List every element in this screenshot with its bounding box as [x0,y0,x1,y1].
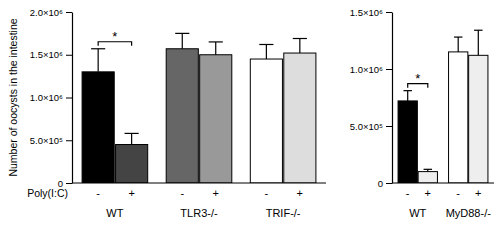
error-bar [454,37,462,52]
y-tick: 5.0×10⁵ [30,135,72,146]
error-bar-stem [478,30,479,55]
bar [398,101,417,183]
error-bar-stem [458,37,459,52]
error-bar-stem [182,33,183,48]
x-tick-label: - [265,187,269,199]
y-tick-mark [386,183,392,184]
y-tick-mark [386,12,392,13]
error-bar-stem [299,39,300,54]
y-tick-mark [66,55,72,56]
error-bar-cap [125,133,139,134]
bar [284,53,316,183]
x-tick-label: + [475,187,481,199]
bar [82,72,114,183]
y-tick-label: 1.0×10⁶ [350,64,383,75]
group-label: TLR3-/- [180,207,218,219]
error-bar-cap [259,44,273,45]
bar [449,52,468,183]
x-axis-line [392,182,494,183]
plot-area [82,33,316,183]
bar [250,59,282,183]
error-bar [91,49,105,72]
plot-area [398,30,488,183]
error-bar [293,39,307,54]
y-tick-label: 1.5×10⁶ [30,49,63,60]
error-bar [259,44,273,59]
y-tick-mark [386,126,392,127]
x-tick-label: - [406,187,410,199]
y-tick-mark [66,183,72,184]
error-bar-cap [293,38,307,39]
error-bar [424,169,432,171]
error-bar [474,30,482,55]
significance-label: * [112,29,117,44]
x-axis-line [72,182,326,183]
significance-label: * [415,71,420,86]
y-tick: 1.0×10⁶ [350,64,392,75]
group-label: TRIF-/- [266,207,301,219]
x-row-label: Poly(I:C) [27,187,68,199]
error-bar-stem [215,42,216,55]
error-bar-cap [209,41,223,42]
y-tick: 0 [378,178,392,189]
figure: 0 5.0×10⁵ 1.0×10⁶ 1.5×10⁶ 2.0×10⁶ Number of o… [0,0,500,228]
group-label: MyD88-/- [446,207,492,219]
error-bar-cap [454,36,462,37]
error-bar-stem [98,49,99,72]
error-bar-cap [474,30,482,31]
y-tick-label: 5.0×10⁵ [350,121,383,132]
bar [469,55,488,183]
x-tick-label: - [456,187,460,199]
x-tick-label: + [425,187,431,199]
group-label: WT [409,207,426,219]
y-axis-line [72,13,73,184]
chart-panel: 05.0×10⁵1.0×10⁶1.5×10⁶2.0×10⁶Number of o… [7,7,326,219]
error-bar-stem [131,133,132,144]
chart-panel: 0 5.0×10⁵ 1.0×10⁶ 1.5×10⁶ - + - + WT MyD88-/- * [350,7,494,219]
x-tick-label: - [180,187,184,199]
y-tick-label: 2.0×10⁶ [30,7,63,18]
bar [116,145,148,183]
error-bar-cap [175,33,189,34]
bar [166,49,198,183]
y-tick: 1.0×10⁶ [30,92,72,103]
y-tick-mark [66,140,72,141]
y-tick-label: 5.0×10⁵ [30,135,63,146]
x-tick-label: + [213,187,219,199]
y-tick-mark [386,69,392,70]
group-label: WT [106,207,123,219]
error-bar [175,33,189,48]
error-bar-stem [407,91,408,101]
error-bar [403,91,411,101]
y-axis-title: Number of oocysts in the intestine [7,18,19,176]
error-bar-stem [266,44,267,59]
error-bar [209,42,223,55]
y-tick-mark [66,12,72,13]
y-tick: 5.0×10⁵ [350,121,392,132]
y-tick-label: 1.5×10⁶ [350,7,383,18]
error-bar-cap [403,90,411,91]
x-tick-label: - [96,187,100,199]
bar [200,55,232,183]
y-axis: 0 5.0×10⁵ 1.0×10⁶ 1.5×10⁶ [350,7,393,189]
y-axis: 05.0×10⁵1.0×10⁶1.5×10⁶2.0×10⁶ [30,7,73,189]
error-bar-cap [424,169,432,170]
y-tick: 1.5×10⁶ [30,49,72,60]
y-tick: 2.0×10⁶ [30,7,72,18]
y-axis-line [392,13,393,184]
y-tick-label: 1.0×10⁶ [30,92,63,103]
bar [418,172,437,183]
y-tick-mark [66,98,72,99]
x-tick-label: + [297,187,303,199]
error-bar-cap [91,48,105,49]
x-tick-label: + [128,187,134,199]
y-tick-label: 0 [378,178,383,189]
error-bar [125,133,139,144]
y-tick: 1.5×10⁶ [350,7,392,18]
